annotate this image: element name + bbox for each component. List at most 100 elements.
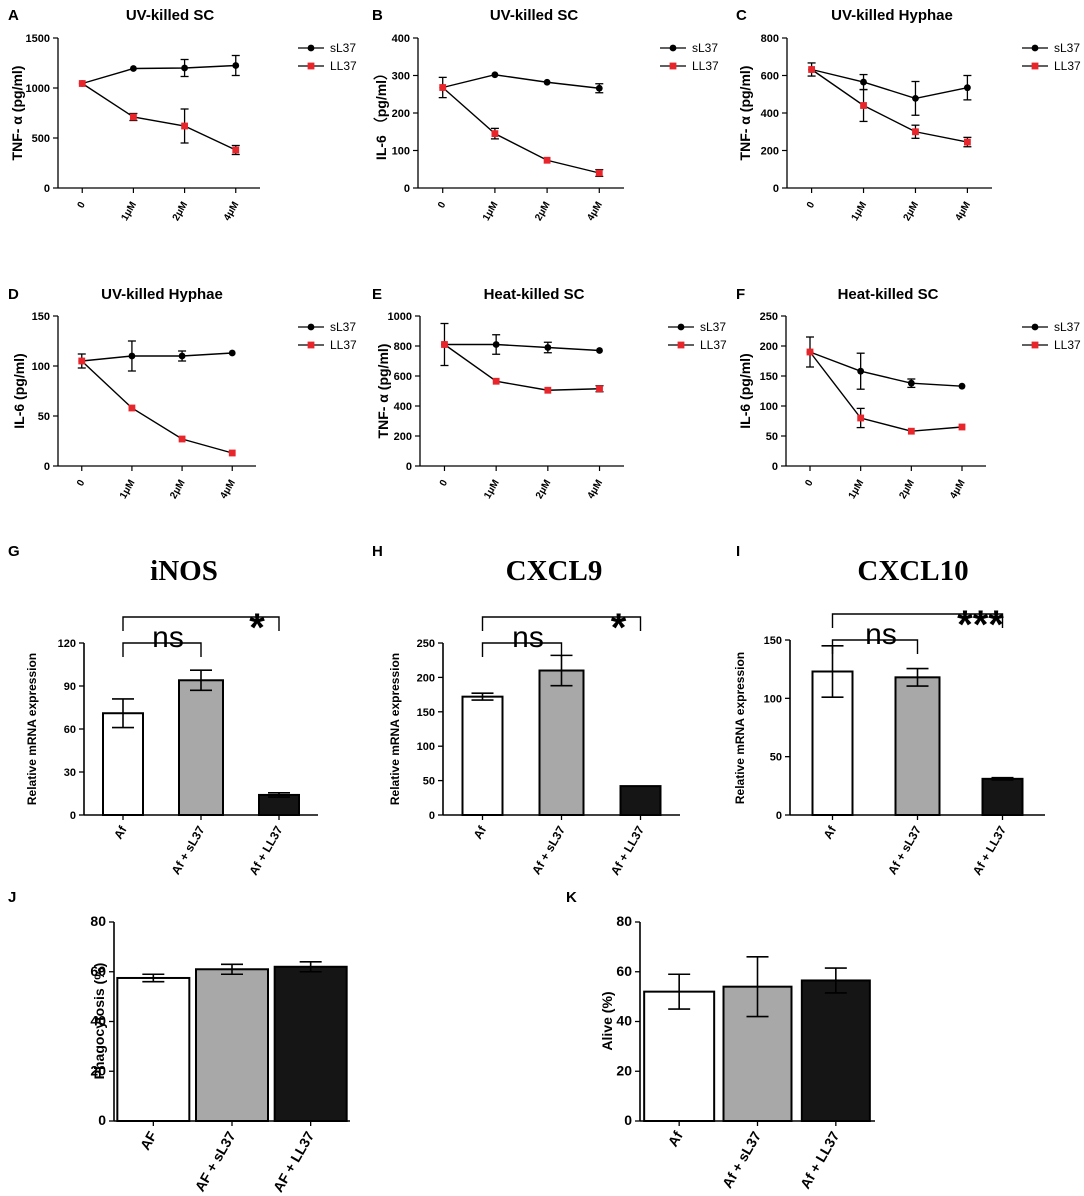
data-point-ll37	[232, 146, 240, 154]
chart-title: UV-killed Hyphae	[831, 7, 953, 24]
series-line-sl37	[442, 74, 600, 89]
chart-title: UV-killed SC	[126, 7, 215, 24]
data-point-sl37	[543, 78, 551, 86]
x-tick-label: 2μM	[533, 200, 553, 223]
y-tick-label: 800	[761, 33, 779, 45]
x-tick-label: 1μM	[481, 200, 501, 223]
x-tick-label: 4μM	[586, 478, 606, 501]
x-tick-label: 0	[438, 478, 451, 489]
panel-i: I CXCL10 Relative mRNA expression 0 50 100 150…	[733, 543, 1045, 878]
y-tick-label: 50	[38, 411, 50, 423]
chart-title: Heat-killed SC	[838, 286, 939, 303]
y-tick-label: 60	[616, 963, 632, 979]
x-tick-label: Af + LL37	[970, 823, 1009, 877]
significance-ns: ns	[512, 621, 544, 654]
series-line-sl37	[809, 351, 963, 387]
chart-title: Heat-killed SC	[484, 286, 585, 303]
y-tick-label: 90	[64, 681, 76, 693]
y-tick-label: 40	[616, 1013, 632, 1029]
legend-marker-sl37	[307, 44, 315, 52]
bar-1	[461, 695, 504, 816]
series-line-ll37	[81, 360, 233, 454]
legend-label: LL37	[1054, 338, 1081, 352]
series-line-ll37	[809, 351, 963, 432]
data-point-ll37	[78, 357, 86, 365]
data-point-sl37	[130, 65, 137, 72]
x-tick-label: Af	[111, 823, 130, 842]
y-tick-label: 150	[760, 371, 778, 383]
panel-label: H	[372, 543, 383, 560]
panel-label: B	[372, 7, 383, 24]
y-tick-label: 50	[423, 776, 435, 788]
legend-marker-sl37	[307, 323, 315, 331]
data-point-ll37	[860, 102, 867, 109]
x-tick-label: 4μM	[948, 478, 968, 501]
data-point-sl37	[860, 78, 867, 86]
x-tick-label: 1μM	[850, 200, 870, 223]
panel-label: G	[8, 543, 20, 560]
y-tick-label: 1500	[26, 33, 50, 45]
panel-b: B UV-killed SC IL-6 （pg/ml） 0 100 200 300 400 0 1…	[372, 7, 719, 223]
data-point-sl37	[181, 64, 188, 72]
significance-stars: *	[249, 606, 265, 650]
chart-title: UV-killed SC	[490, 7, 579, 24]
x-tick-label: Af + sL37	[529, 823, 568, 877]
x-tick-label: Af + sL37	[719, 1128, 764, 1190]
significance-bracket	[481, 642, 563, 657]
panel-d: D UV-killed Hyphae IL-6 (pg/ml) 0 50 100 150 0 1…	[8, 286, 357, 501]
series-line-ll37	[444, 343, 600, 391]
data-point-sl37	[232, 62, 240, 69]
series-line-sl37	[811, 68, 968, 100]
panel-label: A	[8, 7, 19, 24]
legend-marker-ll37	[677, 341, 685, 349]
x-tick-label: 0	[76, 200, 89, 211]
y-tick-label: 150	[417, 707, 435, 719]
data-point-ll37	[441, 341, 448, 348]
y-tick-label: 0	[98, 1112, 106, 1128]
data-point-sl37	[544, 344, 552, 351]
legend-label: sL37	[330, 320, 356, 334]
data-point-sl37	[964, 84, 971, 92]
data-point-sl37	[492, 341, 500, 348]
y-tick-label: 40	[90, 1013, 106, 1029]
x-tick-label: 2μM	[168, 478, 188, 501]
data-point-sl37	[178, 352, 186, 360]
panel-label: C	[736, 7, 747, 24]
legend-label: sL37	[692, 41, 718, 55]
data-point-ll37	[492, 377, 500, 385]
bar-1	[116, 976, 191, 1122]
y-axis-label: Phagocytosis (%)	[91, 963, 107, 1080]
x-tick-label: Af + LL37	[797, 1128, 843, 1191]
panel-label: K	[566, 889, 577, 906]
panel-j: J Phagocytosis (%) 0 20 40 60 80 AF AF + sL37 AF …	[8, 889, 350, 1195]
y-tick-label: 0	[44, 461, 50, 473]
x-tick-label: 0	[75, 478, 88, 489]
legend-label: sL37	[330, 41, 356, 55]
panel-e: E Heat-killed SC TNF- α (pg/ml) 0 200 400 600 8…	[372, 286, 727, 501]
y-axis-label: Relative mRNA expression	[388, 653, 402, 805]
y-tick-label: 0	[772, 461, 778, 473]
legend-label: LL37	[692, 59, 719, 73]
y-tick-label: 0	[776, 810, 782, 822]
series-line-sl37	[444, 343, 600, 352]
chart-title: CXCL10	[857, 555, 968, 587]
y-axis-label: IL-6 （pg/ml）	[373, 66, 389, 160]
data-point-sl37	[595, 84, 603, 92]
y-tick-label: 20	[90, 1062, 106, 1078]
bar-1	[643, 990, 716, 1123]
chart-title: CXCL9	[506, 555, 603, 587]
y-tick-label: 200	[394, 431, 412, 443]
data-point-sl37	[912, 94, 919, 102]
x-tick-label: Af + sL37	[169, 823, 208, 877]
legend-marker-ll37	[669, 62, 677, 70]
x-tick-label: Af + LL37	[608, 823, 647, 877]
y-axis-label: Relative mRNA expression	[25, 653, 39, 805]
bar-1	[102, 712, 144, 817]
data-point-sl37	[491, 71, 499, 79]
data-point-ll37	[491, 130, 499, 138]
y-axis-label: IL-6 (pg/ml)	[11, 353, 27, 428]
legend-marker-ll37	[307, 62, 315, 70]
y-tick-label: 50	[766, 431, 778, 443]
x-tick-label: AF	[137, 1128, 160, 1153]
